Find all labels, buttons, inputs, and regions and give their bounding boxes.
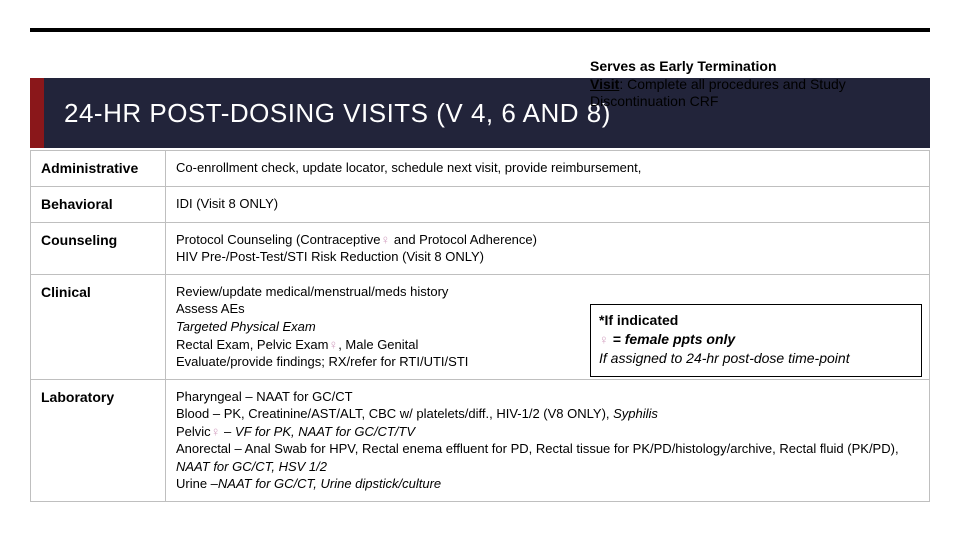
- cell-behavioral: IDI (Visit 8 ONLY): [166, 186, 930, 222]
- counseling-l2: HIV Pre-/Post-Test/STI Risk Reduction (V…: [176, 249, 484, 264]
- female-icon: ♀: [381, 232, 391, 247]
- counseling-l1b: and Protocol Adherence): [390, 232, 537, 247]
- legend-line2b: = female ppts only: [609, 331, 735, 347]
- row-behavioral: Behavioral IDI (Visit 8 ONLY): [31, 186, 930, 222]
- clinical-l2: Assess AEs: [176, 301, 245, 316]
- cell-laboratory: Pharyngeal – NAAT for GC/CT Blood – PK, …: [166, 379, 930, 501]
- lab-l4b: NAAT for GC/CT, HSV 1/2: [176, 459, 327, 474]
- row-administrative: Administrative Co-enrollment check, upda…: [31, 151, 930, 187]
- lab-l3b: –: [220, 424, 234, 439]
- slide: Serves as Early Termination Visit: Compl…: [0, 0, 960, 540]
- lab-l2b: Syphilis: [613, 406, 658, 421]
- label-administrative: Administrative: [31, 151, 166, 187]
- lab-l1: Pharyngeal – NAAT for GC/CT: [176, 389, 353, 404]
- female-icon: ♀: [599, 332, 609, 347]
- counseling-l1a: Protocol Counseling (Contraceptive: [176, 232, 381, 247]
- label-clinical: Clinical: [31, 274, 166, 379]
- callout-legend: *If indicated ♀ = female ppts only If as…: [590, 304, 922, 377]
- label-behavioral: Behavioral: [31, 186, 166, 222]
- lab-l3c: VF for PK, NAAT for GC/CT/TV: [235, 424, 415, 439]
- top-rule: [30, 28, 930, 32]
- clinical-l4a: Rectal Exam, Pelvic Exam: [176, 337, 328, 352]
- row-laboratory: Laboratory Pharyngeal – NAAT for GC/CT B…: [31, 379, 930, 501]
- cell-counseling: Protocol Counseling (Contraceptive♀ and …: [166, 222, 930, 274]
- et-rest: : Complete all procedures and Study Disc…: [590, 76, 846, 110]
- lab-l5a: Urine –: [176, 476, 218, 491]
- female-icon: ♀: [211, 424, 221, 439]
- cell-administrative: Co-enrollment check, update locator, sch…: [166, 151, 930, 187]
- label-laboratory: Laboratory: [31, 379, 166, 501]
- et-visit: Visit: [590, 76, 619, 92]
- lab-l3a: Pelvic: [176, 424, 211, 439]
- callout-early-termination: Serves as Early Termination Visit: Compl…: [590, 58, 940, 111]
- label-counseling: Counseling: [31, 222, 166, 274]
- lab-l2a: Blood – PK, Creatinine/AST/ALT, CBC w/ p…: [176, 406, 613, 421]
- page-title: 24-HR POST-DOSING VISITS (V 4, 6 AND 8): [64, 98, 611, 129]
- lab-l5b: NAAT for GC/CT, Urine dipstick/culture: [218, 476, 441, 491]
- clinical-l1: Review/update medical/menstrual/meds his…: [176, 284, 448, 299]
- clinical-l4b: , Male Genital: [338, 337, 418, 352]
- clinical-l5: Evaluate/provide findings; RX/refer for …: [176, 354, 468, 369]
- legend-line1: *If indicated: [599, 311, 913, 330]
- legend-line2: ♀ = female ppts only: [599, 330, 913, 349]
- lab-l4a: Anorectal – Anal Swab for HPV, Rectal en…: [176, 441, 899, 456]
- et-line1: Serves as Early Termination: [590, 58, 777, 74]
- clinical-l3: Targeted Physical Exam: [176, 319, 316, 334]
- row-counseling: Counseling Protocol Counseling (Contrace…: [31, 222, 930, 274]
- female-icon: ♀: [328, 337, 338, 352]
- legend-line3: If assigned to 24-hr post-dose time-poin…: [599, 349, 913, 368]
